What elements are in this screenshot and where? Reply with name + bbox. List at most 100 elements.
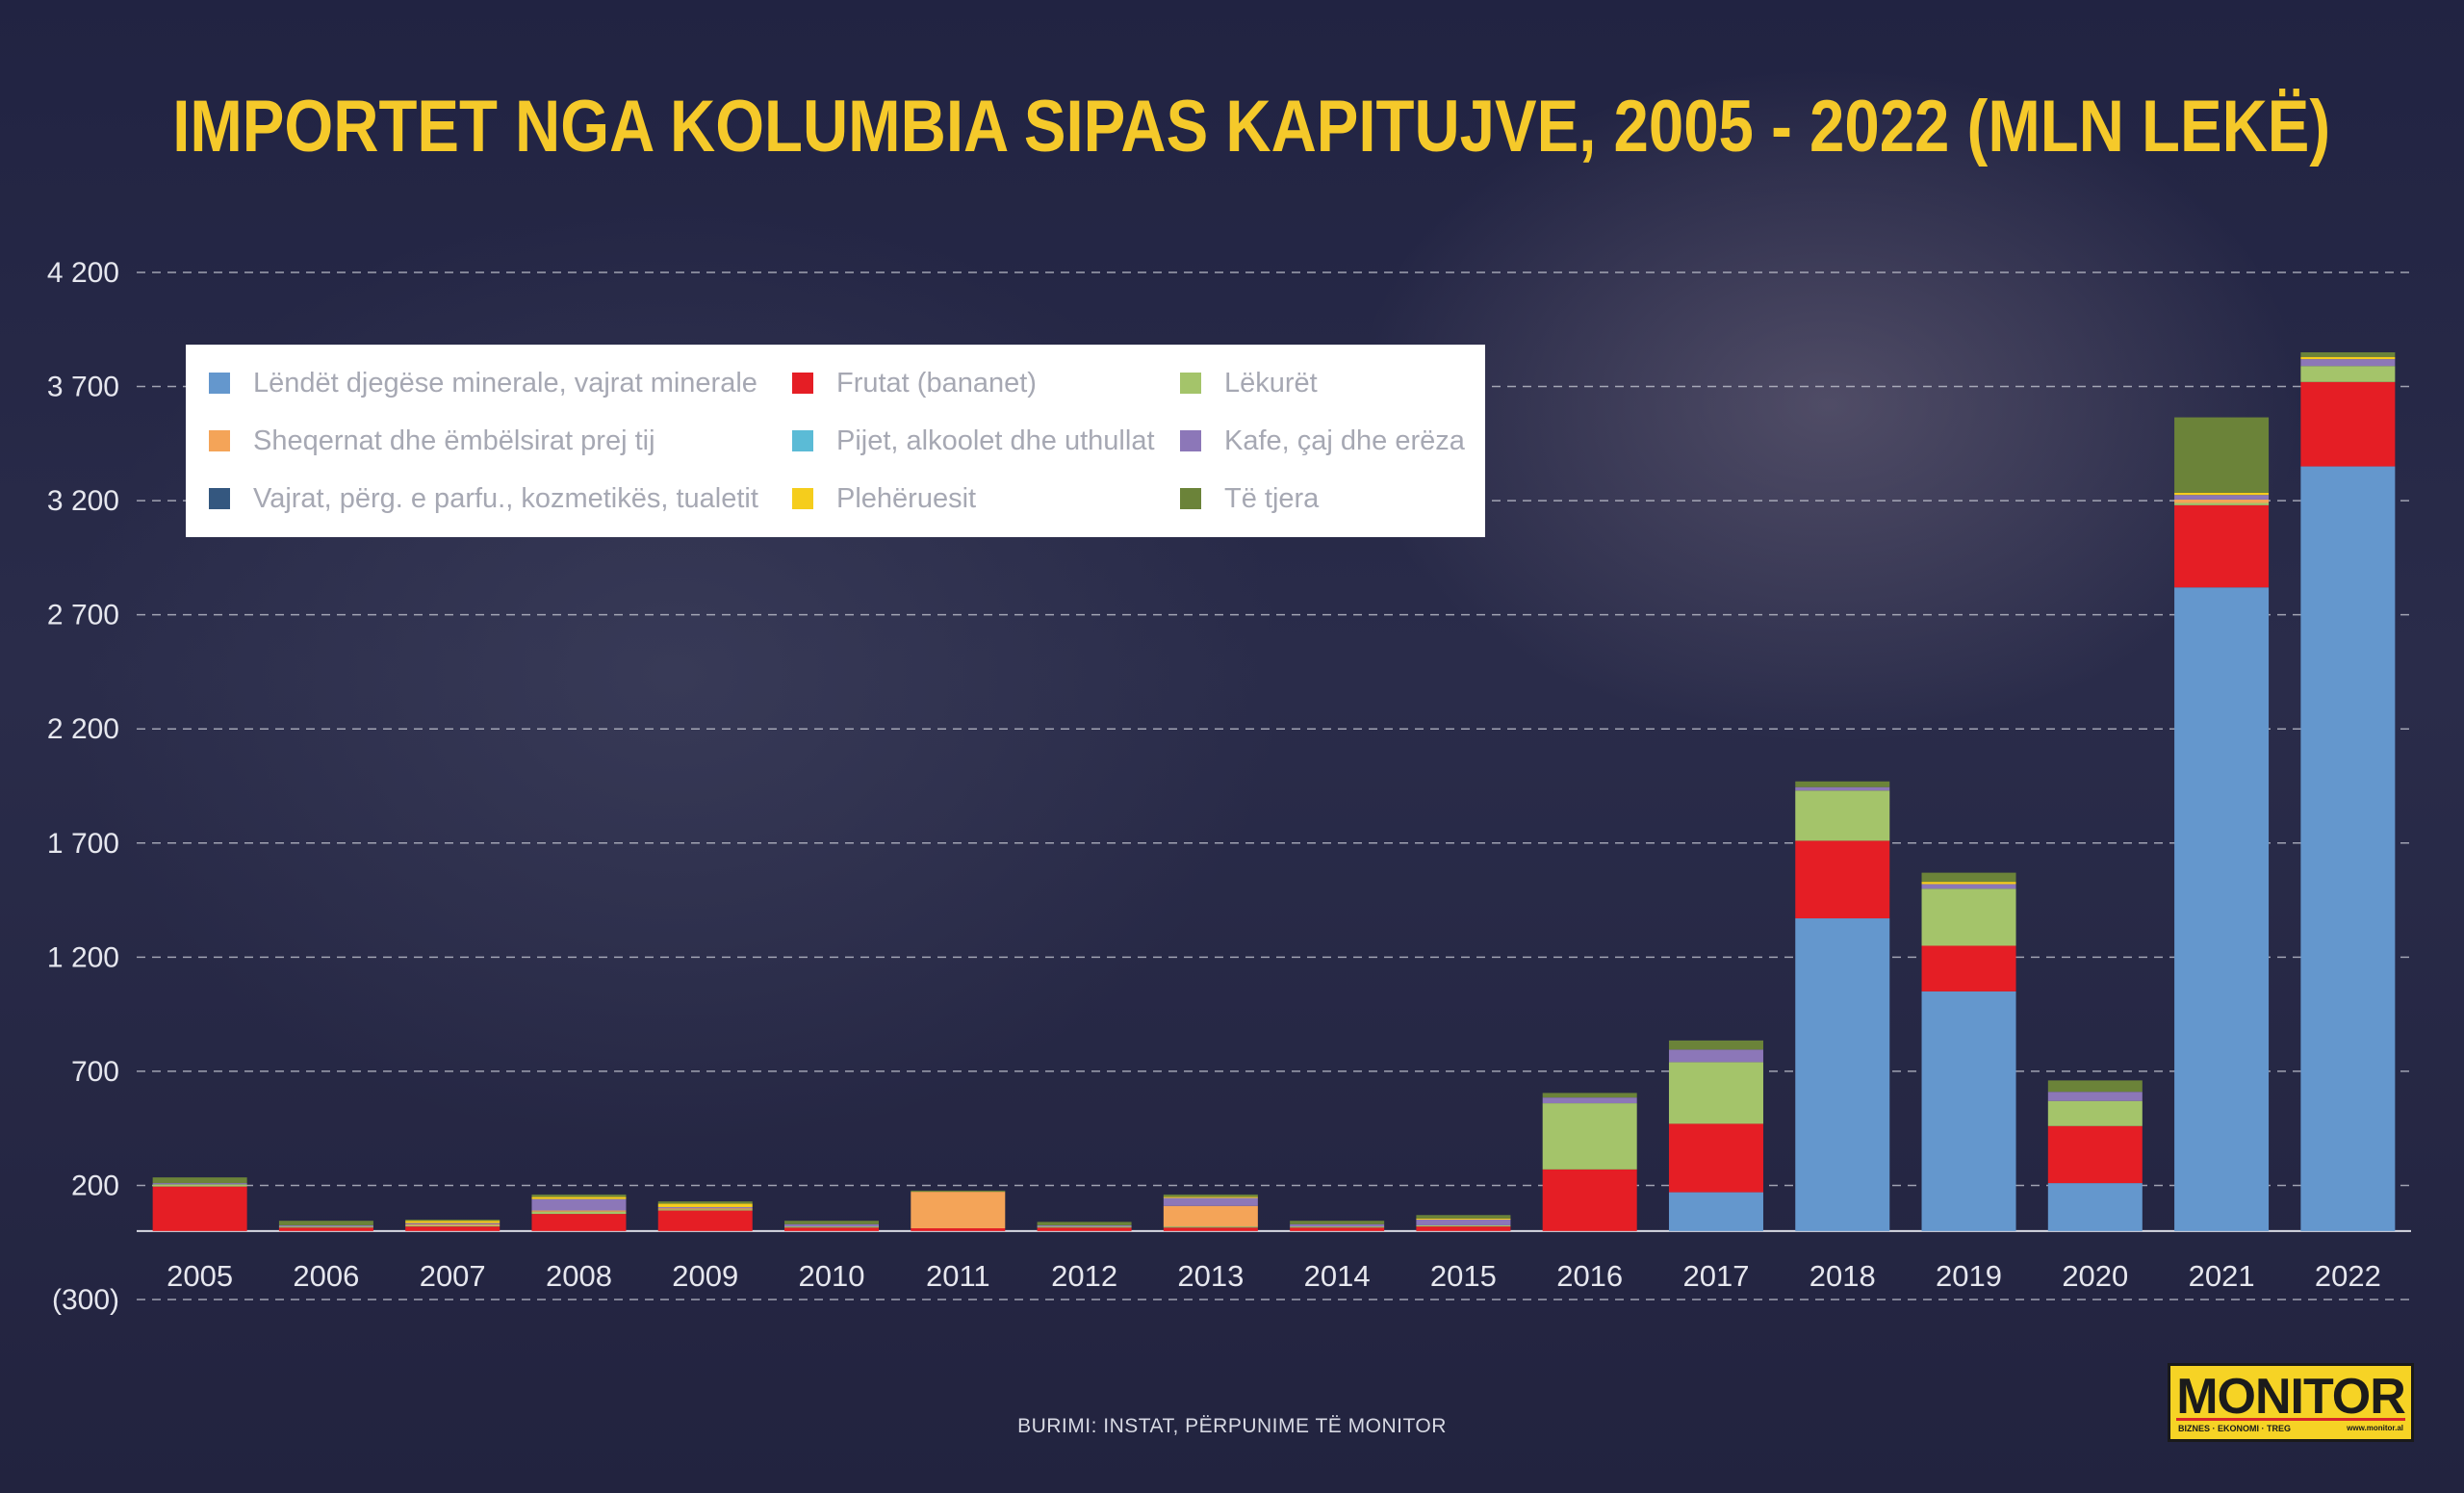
bar-segment [2174,492,2270,496]
bar-segment [405,1223,500,1225]
legend-swatch [792,430,813,451]
legend-swatch [209,430,230,451]
bar-segment [657,1210,753,1231]
bar-segment [531,1211,627,1215]
bar-segment [2300,466,2396,1231]
bar-segment [1037,1226,1132,1228]
logo-name: MONITOR [2176,1369,2406,1425]
bar-segment [911,1190,1006,1193]
bar-segment [784,1223,880,1227]
legend-label: Frutat (bananet) [836,367,1037,399]
bar-segment [278,1221,373,1225]
bar-segment [405,1221,500,1223]
bar-segment [1290,1226,1385,1228]
bar-segment [278,1226,373,1228]
bar-segment [1037,1222,1132,1225]
bar-segment [405,1223,500,1224]
legend-swatch [1180,488,1201,509]
legend-swatch [209,373,230,394]
bar-segment [784,1226,880,1228]
y-tick-label: 200 [71,1170,119,1201]
logo-divider [2176,1418,2405,1421]
legend-swatch [1180,373,1201,394]
x-tick-label: 2015 [1430,1259,1497,1293]
bar-segment [1416,1215,1511,1219]
chart-title: IMPORTET NGA KOLUMBIA SIPAS KAPITUJVE, 2… [172,86,2331,167]
bar-segment [657,1206,753,1209]
bar-segment [2174,587,2270,1231]
legend-item: Frutat (bananet) [792,364,1037,402]
bar-segment [1795,786,1890,791]
bar-segment [2300,351,2396,357]
bar-segment [1795,790,1890,841]
x-tick-label: 2019 [1936,1259,2002,1293]
legend-label: Pijet, alkoolet dhe uthullat [836,425,1155,456]
bar-segment [1542,1103,1637,1170]
bar-segment [911,1228,1006,1231]
logo-tagline: BIZNES · EKONOMI · TREG [2178,1424,2291,1433]
bar-segment [152,1177,247,1184]
x-tick-label: 2018 [1810,1259,1876,1293]
bar-segment [2300,359,2396,367]
y-tick-label: 1 200 [47,941,119,973]
legend-label: Kafe, çaj dhe erëza [1224,425,1465,456]
y-tick-label: 3 700 [47,372,119,403]
bar-segment [2047,1092,2143,1101]
bar-segment [1163,1205,1258,1227]
bar-segment [1668,1123,1763,1193]
bar-segment [1416,1220,1511,1225]
x-tick-label: 2008 [546,1259,612,1293]
bar-segment [531,1210,627,1212]
legend-label: Lëndët djegëse minerale, vajrat minerale [253,367,757,399]
y-tick-label: 2 200 [47,713,119,745]
bar-segment [657,1209,753,1211]
bar-segment [1921,888,2016,946]
legend-item: Të tjera [1180,479,1319,518]
bar-segment [1668,1062,1763,1124]
legend: Lëndët djegëse minerale, vajrat minerale… [186,345,1485,537]
x-tick-label: 2021 [2189,1259,2255,1293]
y-tick-label: (300) [52,1284,119,1316]
bar-segment [1921,945,2016,991]
bar-segment [278,1224,373,1227]
legend-item: Pijet, alkoolet dhe uthullat [792,422,1155,460]
legend-item: Lëndët djegëse minerale, vajrat minerale [209,364,757,402]
bar-segment [1290,1227,1385,1231]
legend-label: Vajrat, përg. e parfu., kozmetikës, tual… [253,482,758,514]
x-tick-label: 2005 [167,1259,233,1293]
bar-segment [657,1203,753,1207]
monitor-logo: MONITOR BIZNES · EKONOMI · TREG www.moni… [2168,1363,2414,1442]
x-tick-label: 2009 [672,1259,738,1293]
bar-segment [2174,495,2270,500]
bar-segment [2047,1183,2143,1231]
bar-segment [1163,1197,1258,1206]
bar-segment [1542,1097,1637,1104]
legend-item: Kafe, çaj dhe erëza [1180,422,1465,460]
bar-segment [1163,1226,1258,1228]
legend-label: Sheqernat dhe ëmbëlsirat prej tij [253,425,655,456]
bar-segment [531,1198,627,1211]
bar-segment [1921,884,2016,889]
y-tick-label: 4 200 [47,257,119,289]
bar-segment [2047,1125,2143,1184]
bar-segment [1290,1223,1385,1227]
bar-segment [1416,1224,1511,1227]
bar-segment [2047,1080,2143,1093]
bar-segment [784,1221,880,1224]
bar-segment [1163,1194,1258,1197]
bar-segment [657,1201,753,1204]
bar-segment [2300,381,2396,467]
bar-segment [405,1220,500,1222]
bar-segment [1290,1221,1385,1224]
y-tick-label: 3 200 [47,485,119,517]
bar-segment [1921,991,2016,1231]
bar-segment [1416,1226,1511,1231]
bar-segment [2047,1100,2143,1126]
bar-segment [1163,1227,1258,1231]
legend-swatch [209,488,230,509]
bar-segment [1037,1224,1132,1227]
source-note: BURIMI: INSTAT, PËRPUNIME TË MONITOR [1017,1415,1447,1437]
x-tick-label: 2016 [1556,1259,1623,1293]
bar-segment [1416,1218,1511,1221]
